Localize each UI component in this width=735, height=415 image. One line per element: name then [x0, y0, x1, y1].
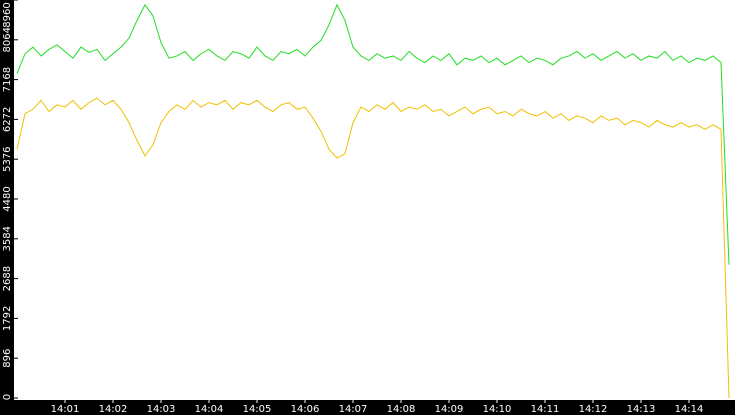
series-line: [16, 97, 730, 399]
x-tick-label: 14:05: [243, 404, 272, 415]
x-tick-label: 14:03: [147, 404, 176, 415]
x-tick-label: 14:14: [675, 404, 704, 415]
x-tick-label: 14:06: [291, 404, 320, 415]
y-tick-label: 8064: [2, 27, 13, 52]
x-tick-label: 14:09: [435, 404, 464, 415]
y-tick-label: 1792: [2, 306, 13, 331]
x-tick-label: 14:04: [195, 404, 224, 415]
y-tick-label: 6272: [2, 107, 13, 132]
y-tick-label: 3584: [2, 226, 13, 251]
y-tick-label: 0: [2, 394, 13, 400]
x-tick-label: 14:13: [627, 404, 656, 415]
y-tick-label: 5376: [2, 146, 13, 171]
y-tick-label: 8960: [2, 2, 13, 27]
x-tick-label: 14:12: [579, 404, 608, 415]
x-tick-label: 14:11: [531, 404, 560, 415]
y-tick-label: 4480: [2, 186, 13, 211]
x-tick-label: 14:08: [387, 404, 416, 415]
plot-area: [14, 0, 735, 400]
x-tick-label: 14:02: [99, 404, 128, 415]
y-tick-label: 896: [2, 349, 13, 368]
x-tick-label: 14:01: [51, 404, 80, 415]
y-tick-label: 7168: [2, 67, 13, 92]
x-tick-label: 14:07: [339, 404, 368, 415]
y-tick-label: 2688: [2, 266, 13, 291]
series-line: [16, 3, 730, 265]
x-tick-label: 14:10: [483, 404, 512, 415]
